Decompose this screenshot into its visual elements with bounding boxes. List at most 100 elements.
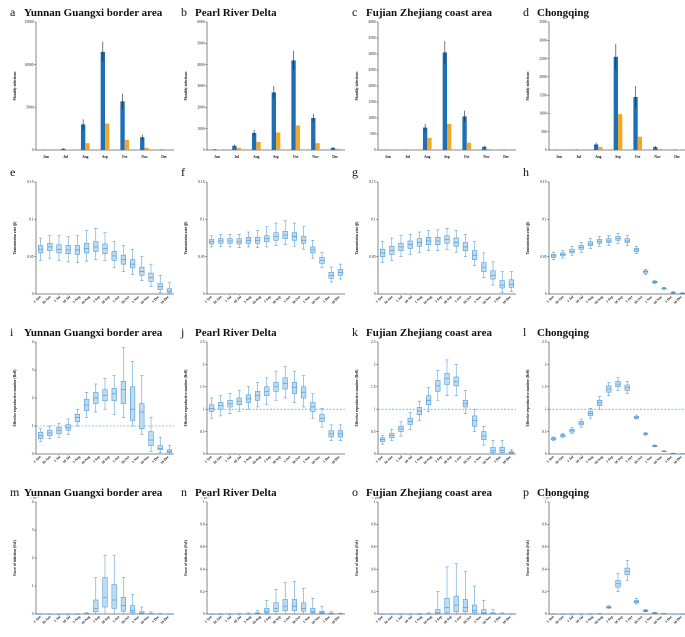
box-5 [587, 613, 593, 615]
bar-reported-oct [295, 125, 301, 150]
x-tick-label: 1 Oct [112, 454, 121, 463]
y-tick-label: 0.4 [542, 567, 547, 571]
bar-estimated-aug [80, 124, 86, 150]
box-iqr [102, 243, 108, 254]
box-11 [130, 248, 136, 275]
box-5 [587, 408, 593, 419]
box-1 [38, 613, 44, 615]
x-tick-label: 1 Nov [131, 295, 140, 304]
panel-title: Pearl River Delta [195, 7, 277, 19]
y-axis-label: Transmission rate (β) [355, 221, 359, 255]
x-tick-label: 16 Oct [120, 454, 131, 465]
box-13 [661, 287, 667, 290]
box-2 [560, 433, 566, 439]
x-tick-label: 16 Jun [41, 295, 51, 305]
x-tick-label: 16 Jul [62, 295, 71, 304]
x-tick-label: 1 Sep [605, 295, 614, 304]
y-axis-label: Effective reproductive number (Reff) [184, 369, 188, 427]
x-tick-label: 16 Jun [554, 295, 564, 305]
y-tick-label: 1 [32, 584, 34, 588]
y-tick-label: 1 [203, 407, 205, 411]
box-14 [328, 611, 334, 615]
box-iqr [499, 280, 505, 289]
box-3 [398, 421, 404, 437]
y-tick-label: 1 [374, 500, 376, 504]
panel-o: o Fujian Zhejiang coast area 0 0.2 0.4 0.6 0.8… [352, 485, 516, 625]
box-1 [380, 434, 386, 445]
y-axis-label: Monthly infections [355, 71, 359, 100]
box-iqr [130, 605, 136, 613]
x-tick-label: 1 Oct [625, 454, 634, 463]
y-exponent: × 10⁻³ [543, 496, 551, 500]
box-11 [472, 241, 478, 266]
box-8 [444, 228, 450, 250]
box-15 [679, 613, 685, 615]
x-tick-label: 1 Sep [434, 615, 443, 624]
box-14 [499, 612, 505, 615]
x-tick-label: Jul [405, 155, 410, 159]
x-tick-label: 1 Jul [53, 615, 61, 623]
y-tick-label: 3000 [368, 52, 375, 56]
box-1 [380, 241, 386, 263]
box-4 [65, 613, 71, 615]
box-iqr [56, 244, 62, 254]
y-axis-label: Transmission rate (β) [184, 221, 188, 255]
y-tick-label: 4 [32, 340, 34, 344]
x-tick-label: 16 Jun [212, 295, 222, 305]
box-iqr [273, 602, 279, 613]
y-tick-label: 5000 [197, 42, 204, 46]
bar-reported-oct [124, 139, 130, 150]
box-iqr [435, 609, 441, 615]
x-tick-label: 16 Oct [291, 454, 302, 465]
x-tick-label: 16 Jul [233, 615, 242, 624]
box-iqr [120, 596, 126, 612]
box-10 [633, 245, 639, 254]
y-tick-label: 1000 [197, 127, 204, 131]
y-exponent: × 10⁻³ [201, 496, 209, 500]
x-tick-label: 1 Jun [33, 295, 42, 304]
box-11 [643, 269, 649, 275]
box-12 [481, 600, 487, 615]
box-iqr [499, 447, 505, 453]
y-tick-label: 0.15 [198, 180, 204, 184]
box-8 [444, 359, 450, 397]
x-tick-label: 16 Sep [443, 455, 453, 465]
y-tick-label: 0 [374, 292, 376, 296]
x-tick-label: Sep [444, 155, 450, 159]
box-8 [615, 233, 621, 244]
x-tick-label: 16 Oct [120, 294, 131, 305]
x-tick-label: 1 Dec [322, 615, 331, 624]
x-tick-label: 1 Oct [283, 454, 292, 463]
y-axis-label: Effective reproductive number (Reff) [355, 369, 359, 427]
box-iqr [481, 609, 487, 614]
y-axis-label: Force of infection (FoI) [355, 539, 359, 575]
x-tick-label: 1 Dec [493, 295, 502, 304]
x-tick-label: 1 Oct [112, 614, 121, 623]
x-tick-label: 16 Oct [462, 614, 473, 625]
box-iqr [444, 598, 450, 614]
box-3 [227, 234, 233, 248]
x-tick-label: 1 Jul [53, 455, 61, 463]
y-axis-label: Effective reproductive number (Reff) [13, 369, 17, 427]
y-tick-label: 2500 [539, 57, 546, 61]
y-tick-label: 3500 [539, 20, 546, 24]
bar-estimated-aug [593, 144, 599, 150]
y-tick-label: 2 [545, 363, 547, 367]
y-tick-label: 0.6 [200, 545, 205, 549]
y-tick-label: 2000 [539, 75, 546, 79]
box-10 [462, 571, 468, 615]
box-2 [218, 234, 224, 247]
box-12 [481, 425, 487, 446]
x-tick-label: 16 Sep [614, 455, 624, 465]
box-2 [218, 613, 224, 615]
x-tick-label: 1 Sep [434, 455, 443, 464]
y-tick-label: 1 [545, 407, 547, 411]
x-tick-label: 16 Aug [81, 455, 92, 466]
x-tick-label: 16 Sep [614, 295, 624, 305]
box-iqr [38, 431, 44, 439]
box-9 [624, 381, 630, 394]
x-tick-label: 16 Oct [291, 294, 302, 305]
y-tick-label: 0.15 [540, 180, 546, 184]
